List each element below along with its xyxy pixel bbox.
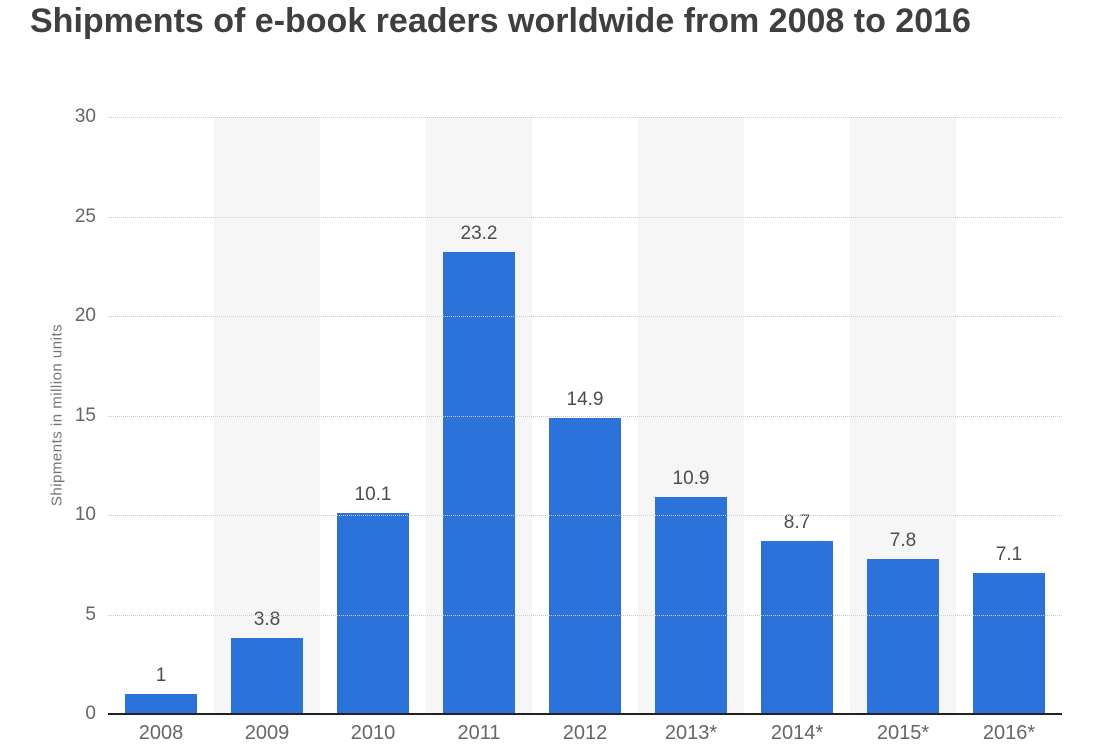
bar-column: 8.7 xyxy=(744,117,850,714)
bar-column: 14.9 xyxy=(532,117,638,714)
bar[interactable] xyxy=(973,572,1045,714)
bar[interactable] xyxy=(125,694,197,714)
gridline xyxy=(108,614,1062,616)
gridline xyxy=(108,117,1062,118)
bar-column: 7.1 xyxy=(956,117,1062,714)
bar-value-label: 3.8 xyxy=(253,609,281,631)
x-tick-label: 2010 xyxy=(350,722,396,744)
bar-value-label: 7.8 xyxy=(889,529,917,551)
bar[interactable] xyxy=(655,497,727,714)
x-tick-label: 2014* xyxy=(770,722,824,744)
bar-value-label: 10.9 xyxy=(672,468,710,490)
bar[interactable] xyxy=(761,540,833,714)
x-tick-label: 2011 xyxy=(457,722,501,744)
bar[interactable] xyxy=(549,417,621,714)
bar-value-label: 8.7 xyxy=(783,511,811,533)
x-tick-label: 2016* xyxy=(982,722,1036,744)
chart-title: Shipments of e-book readers worldwide fr… xyxy=(30,2,971,40)
bar-column: 10.1 xyxy=(320,117,426,714)
plot-area: 1 3.8 10.1 23.2 14.9 10.9 8.7 7.8 7.1 xyxy=(108,117,1062,715)
y-tick-label: 20 xyxy=(74,305,96,326)
y-tick-label: 15 xyxy=(74,404,96,426)
bar-column: 1 xyxy=(108,117,214,714)
gridline xyxy=(108,216,1062,218)
gridline xyxy=(108,515,1062,516)
x-tick-label: 2012 xyxy=(562,722,608,744)
x-tick-label: 2015* xyxy=(876,722,930,744)
x-tick-label: 2008 xyxy=(138,722,184,744)
bar[interactable] xyxy=(867,558,939,714)
y-tick-label: 25 xyxy=(74,205,96,227)
bar-value-label: 1 xyxy=(155,665,167,687)
y-axis-ticks: 0 5 10 15 20 25 30 xyxy=(0,106,96,724)
y-tick-label: 5 xyxy=(85,603,96,625)
y-tick-label: 30 xyxy=(74,106,96,127)
y-tick-label: 10 xyxy=(74,504,96,525)
bar[interactable] xyxy=(231,638,303,714)
bar-value-label: 10.1 xyxy=(354,484,392,506)
bar[interactable] xyxy=(443,252,515,714)
bar-value-label: 7.1 xyxy=(995,543,1023,565)
gridline xyxy=(108,316,1062,317)
gridline xyxy=(108,415,1062,417)
x-axis-labels: 2008 2009 2010 2011 2012 2013* 2014* 2015* 2016* xyxy=(108,722,1062,747)
x-axis-line xyxy=(108,713,1062,715)
x-tick-label: 2009 xyxy=(244,722,290,744)
bar-value-label: 23.2 xyxy=(460,223,498,245)
x-tick-label: 2013* xyxy=(664,722,718,744)
y-tick-label: 0 xyxy=(85,703,96,724)
bar-value-label: 14.9 xyxy=(566,388,604,410)
bar[interactable] xyxy=(337,513,409,714)
